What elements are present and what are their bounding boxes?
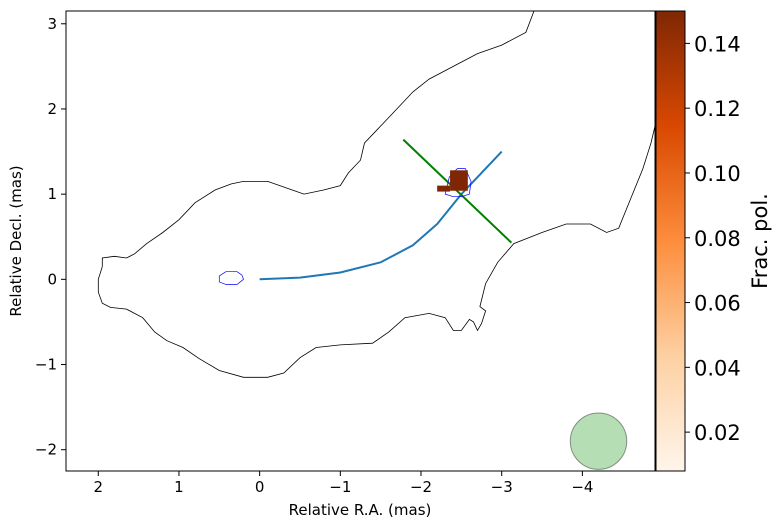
x-tick-label: −2	[410, 478, 432, 496]
x-axis-label: Relative R.A. (mas)	[289, 501, 432, 519]
frac-pol-pixel-0	[450, 170, 468, 191]
x-tick-label: −4	[571, 478, 593, 496]
jet-contour-lower	[97, 11, 655, 378]
evpa-line	[402, 138, 513, 244]
jet-contour-upper	[101, 11, 535, 267]
x-tick-label: −3	[491, 478, 513, 496]
colorbar-tick-label: 0.02	[694, 421, 741, 445]
colorbar-tick-label: 0.12	[694, 97, 741, 121]
y-axis-label: Relative Decl. (mas)	[7, 165, 25, 316]
colorbar-tick-label: 0.14	[694, 32, 741, 56]
colorbar-tick-label: 0.10	[694, 162, 741, 186]
x-tick-label: 0	[255, 478, 265, 496]
colorbar-tick-label: 0.08	[694, 227, 741, 251]
colorbar-tick-label: 0.06	[694, 292, 741, 316]
y-axis-ticks: −2 −1 0 1 2 3	[35, 15, 66, 459]
frac-pol-pixel-1	[437, 185, 451, 192]
polarization-contour-3	[218, 271, 244, 285]
axes-frame	[65, 10, 656, 472]
y-tick-label: −1	[35, 356, 57, 374]
y-tick-label: 1	[47, 185, 57, 203]
colorbar	[655, 10, 686, 472]
x-tick-label: −1	[329, 478, 351, 496]
y-tick-label: 0	[47, 270, 57, 288]
plot-area	[97, 11, 655, 470]
colorbar-ticks: 0.02 0.04 0.06 0.08 0.10 0.12 0.14	[685, 32, 741, 445]
x-tick-label: 2	[94, 478, 104, 496]
y-tick-label: 3	[47, 15, 57, 33]
colorbar-tick-label: 0.04	[694, 356, 741, 380]
y-tick-label: −2	[35, 441, 57, 459]
x-axis-ticks: 2 1 0 −1 −2 −3 −4	[94, 471, 593, 496]
jet-ridge-curve	[259, 150, 503, 281]
x-tick-label: 1	[174, 478, 184, 496]
y-tick-label: 2	[47, 100, 57, 118]
colorbar-label: Frac. pol.	[748, 193, 772, 289]
beam-circle	[569, 412, 628, 470]
